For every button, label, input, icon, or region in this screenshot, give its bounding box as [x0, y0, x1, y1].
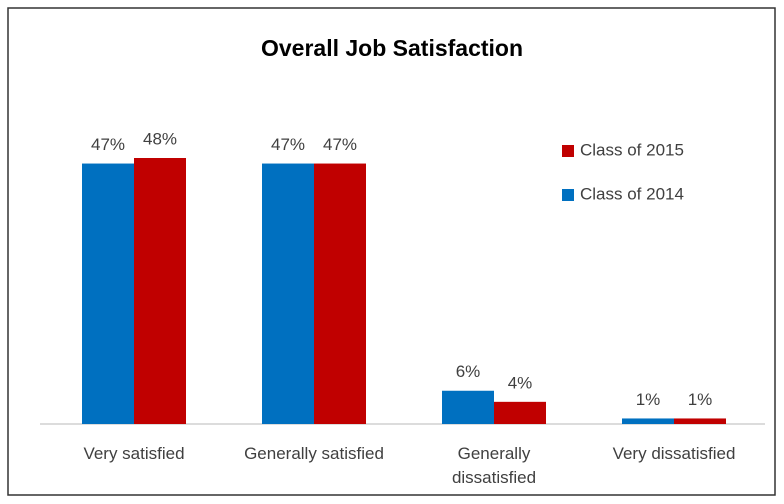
data-label: 47%: [271, 135, 305, 154]
data-label: 47%: [91, 135, 125, 154]
x-tick-label: Very satisfied: [83, 444, 185, 463]
data-label: 1%: [636, 390, 661, 409]
x-tick-label: Generally dissatisfied: [451, 444, 537, 487]
bar: [494, 401, 546, 424]
data-label: 4%: [508, 373, 533, 392]
bar: [82, 163, 134, 424]
legend-swatch: [562, 189, 574, 201]
data-label: 6%: [456, 362, 481, 381]
bar: [622, 418, 674, 424]
legend-swatch: [562, 145, 574, 157]
legend-label: Class of 2014: [580, 184, 684, 203]
bar: [442, 390, 494, 424]
legend-label: Class of 2015: [580, 140, 684, 159]
bar: [134, 158, 186, 424]
x-tick-label: Generally satisfied: [244, 444, 384, 463]
x-tick-label: Very dissatisfied: [612, 444, 736, 463]
data-label: 48%: [143, 129, 177, 148]
chart-title: Overall Job Satisfaction: [261, 35, 523, 61]
data-label: 1%: [688, 390, 713, 409]
data-label: 47%: [323, 135, 357, 154]
bar: [674, 418, 726, 424]
bar: [262, 163, 314, 424]
bar: [314, 163, 366, 424]
